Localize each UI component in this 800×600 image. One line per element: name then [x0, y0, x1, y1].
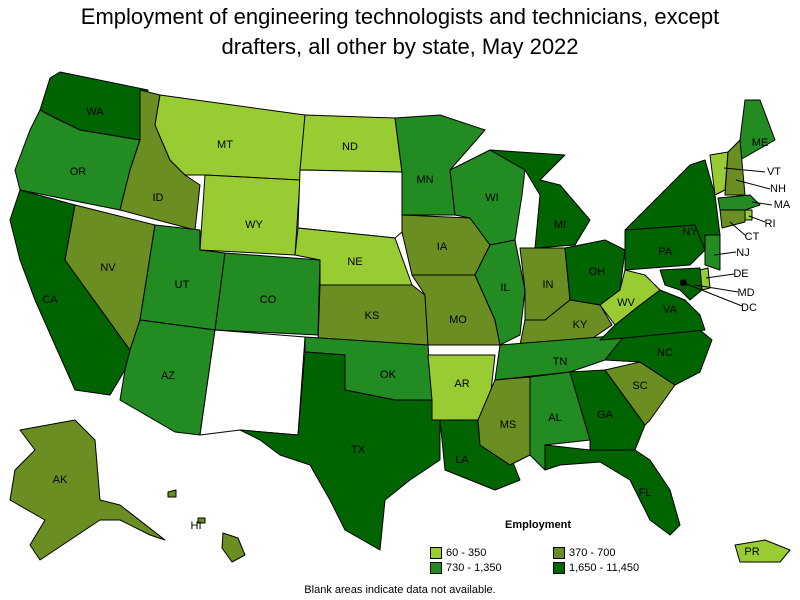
label-ky: KY	[573, 319, 588, 331]
legend-swatch-2	[553, 547, 565, 559]
legend-title: Employment	[505, 519, 572, 531]
label-fl: FL	[639, 487, 652, 499]
label-mn: MN	[416, 174, 433, 186]
label-mt: MT	[217, 139, 233, 151]
legend-label-2: 370 - 700	[569, 547, 616, 559]
state-pr[interactable]	[734, 539, 791, 563]
label-pa: PA	[658, 246, 673, 258]
state-sd[interactable]	[297, 169, 403, 239]
label-ca: CA	[42, 294, 58, 306]
label-co: CO	[260, 294, 277, 306]
label-la: LA	[455, 454, 469, 466]
label-nd: ND	[342, 141, 358, 153]
state-tx[interactable]	[239, 351, 441, 551]
label-ri: RI	[765, 218, 776, 230]
label-wa: WA	[86, 106, 104, 118]
label-me: ME	[752, 137, 769, 149]
state-me[interactable]	[739, 99, 776, 161]
label-az: AZ	[161, 370, 175, 382]
label-sc: SC	[632, 380, 647, 392]
label-al: AL	[548, 412, 561, 424]
label-tn: TN	[553, 356, 568, 368]
legend-swatch-3	[430, 562, 442, 574]
label-in: IN	[543, 279, 554, 291]
state-ct[interactable]	[719, 209, 746, 229]
label-ar: AR	[454, 378, 469, 390]
state-wy[interactable]	[199, 174, 301, 256]
legend-label-1: 60 - 350	[446, 547, 487, 559]
legend-label-4: 1,650 - 11,450	[569, 562, 640, 574]
label-wi: WI	[485, 192, 498, 204]
label-ia: IA	[437, 241, 448, 253]
label-de: DE	[733, 268, 748, 280]
label-nc: NC	[657, 347, 673, 359]
label-nh: NH	[770, 183, 786, 195]
label-ne: NE	[347, 256, 362, 268]
label-id: ID	[153, 192, 164, 204]
callout-lines	[683, 167, 773, 307]
label-vt: VT	[767, 166, 781, 178]
legend-item-4: 1,650 - 11,450	[553, 562, 639, 574]
label-hi: HI	[191, 520, 202, 532]
state-mt[interactable]	[154, 94, 306, 181]
label-tx: TX	[351, 444, 366, 456]
label-wy: WY	[245, 219, 263, 231]
state-ri[interactable]	[744, 209, 753, 221]
label-ks: KS	[365, 310, 380, 322]
label-ga: GA	[597, 409, 614, 421]
map-title-line-1: Employment of engineering technologists …	[80, 4, 720, 29]
footnote: Blank areas indicate data not available.	[304, 584, 496, 596]
state-il[interactable]	[474, 239, 526, 346]
label-nj: NJ	[736, 247, 749, 259]
label-mo: MO	[449, 314, 467, 326]
legend-item-1: 60 - 350	[430, 547, 486, 559]
label-mi: MI	[554, 219, 566, 231]
label-ak: AK	[53, 474, 68, 486]
label-nv: NV	[100, 262, 116, 274]
state-sc[interactable]	[604, 361, 676, 426]
label-wv: WV	[617, 297, 635, 309]
map-title-line-2: drafters, all other by state, May 2022	[221, 34, 579, 59]
legend-swatch-4	[553, 562, 565, 574]
state-fl[interactable]	[544, 444, 681, 536]
legend-swatch-1	[430, 547, 442, 559]
label-va: VA	[663, 304, 678, 316]
map-title: Employment of engineering technologists …	[0, 2, 800, 62]
label-or: OR	[70, 166, 87, 178]
label-md: MD	[737, 287, 754, 299]
state-ak[interactable]	[9, 419, 166, 561]
legend-item-3: 730 - 1,350	[430, 562, 502, 574]
state-label-layer: WA OR CA ID NV MT WY UT CO AZ ND NE KS O…	[42, 106, 791, 558]
state-wv[interactable]	[599, 269, 661, 326]
state-mi[interactable]	[489, 149, 591, 249]
state-nm[interactable]	[199, 329, 306, 436]
label-ms: MS	[500, 419, 517, 431]
label-ut: UT	[175, 279, 190, 291]
legend-item-2: 370 - 700	[553, 547, 615, 559]
state-nj[interactable]	[704, 234, 721, 271]
label-il: IL	[500, 282, 509, 294]
dc-marker	[680, 280, 686, 286]
label-ny: NY	[682, 226, 698, 238]
label-pr: PR	[744, 546, 759, 558]
label-dc: DC	[741, 302, 757, 314]
state-hi[interactable]	[167, 489, 246, 563]
legend-label-3: 730 - 1,350	[446, 562, 502, 574]
label-oh: OH	[589, 266, 606, 278]
state-ma[interactable]	[717, 194, 761, 211]
label-ma: MA	[774, 199, 791, 211]
label-ct: CT	[745, 231, 760, 243]
label-ok: OK	[380, 369, 397, 381]
